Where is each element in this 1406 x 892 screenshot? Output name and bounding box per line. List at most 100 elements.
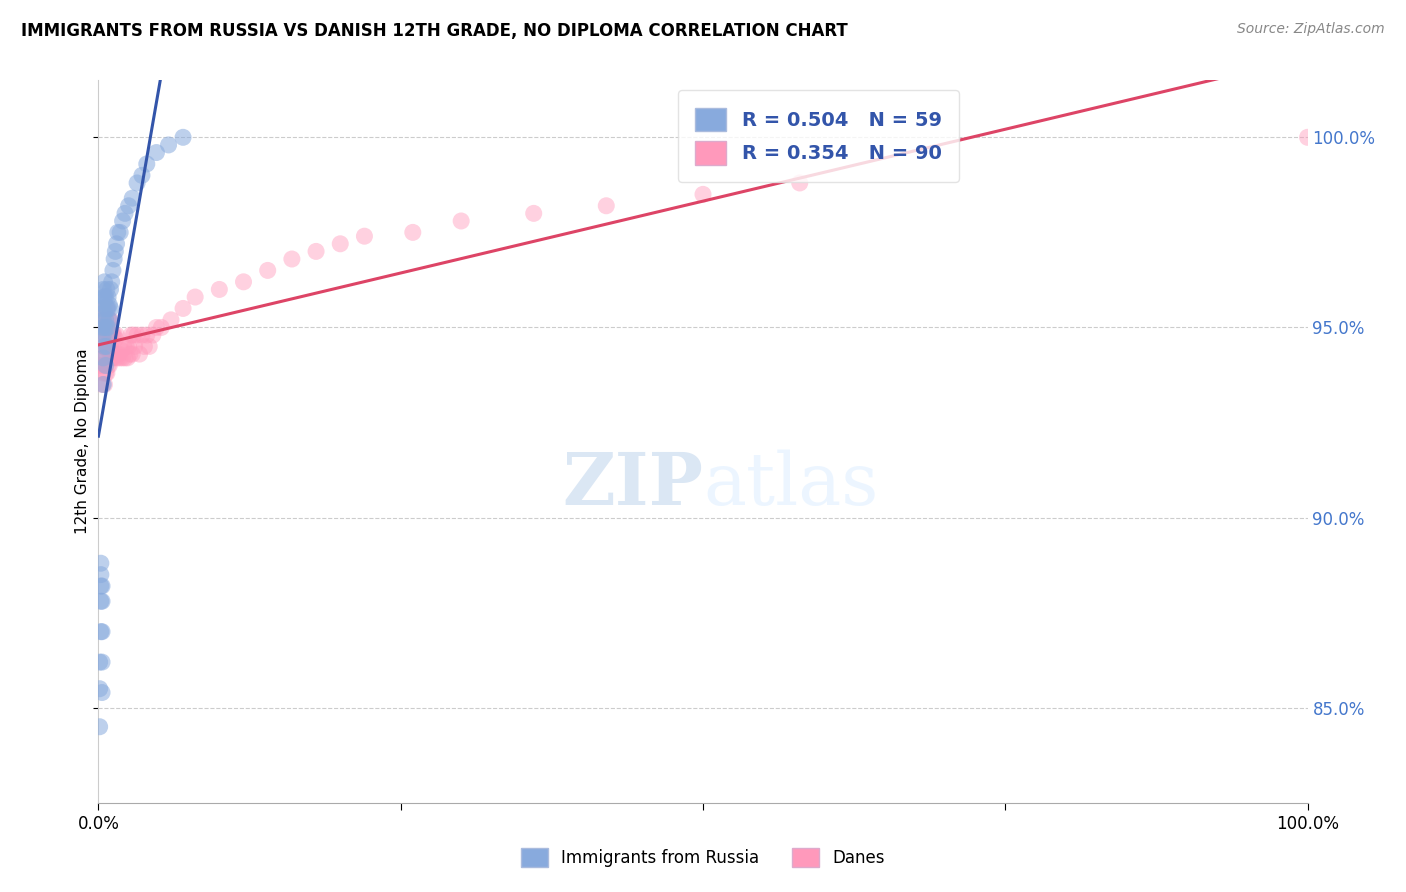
Point [98, 328, 121, 343]
Point [91, 328, 114, 343]
Point [91, 579, 114, 593]
Point [1296, 130, 1319, 145]
Point [90, 556, 112, 570]
Point [127, 328, 149, 343]
Point [172, 130, 194, 145]
Point [256, 263, 278, 277]
Point [91, 594, 114, 608]
Point [97, 343, 120, 358]
Point [114, 351, 136, 365]
Point [91, 624, 114, 639]
Point [91, 655, 114, 669]
Point [90, 313, 112, 327]
Point [94, 359, 117, 373]
Point [110, 343, 132, 358]
Point [692, 187, 714, 202]
Point [93, 320, 115, 334]
Point [145, 145, 167, 160]
Point [124, 339, 146, 353]
Point [121, 347, 143, 361]
Point [112, 339, 135, 353]
Point [523, 206, 546, 220]
Point [103, 252, 125, 266]
Y-axis label: 12th Grade, No Diploma: 12th Grade, No Diploma [75, 349, 90, 534]
Point [100, 275, 122, 289]
Point [134, 339, 156, 353]
Point [135, 328, 157, 343]
Point [94, 351, 117, 365]
Text: atlas: atlas [703, 450, 879, 520]
Point [115, 339, 138, 353]
Point [281, 252, 304, 266]
Point [90, 359, 112, 373]
Point [91, 313, 114, 327]
Point [93, 377, 115, 392]
Point [595, 199, 617, 213]
Point [91, 320, 114, 334]
Point [131, 328, 153, 343]
Point [93, 339, 115, 353]
Point [172, 301, 194, 316]
Point [100, 351, 122, 365]
Point [91, 685, 114, 699]
Point [93, 290, 115, 304]
Point [97, 301, 120, 316]
Text: Source: ZipAtlas.com: Source: ZipAtlas.com [1237, 22, 1385, 37]
Point [98, 313, 121, 327]
Point [127, 176, 149, 190]
Point [160, 313, 183, 327]
Point [100, 313, 122, 327]
Point [184, 290, 207, 304]
Point [97, 359, 120, 373]
Point [208, 282, 231, 296]
Point [91, 377, 114, 392]
Point [117, 351, 139, 365]
Point [353, 229, 375, 244]
Point [91, 351, 114, 365]
Point [97, 290, 120, 304]
Point [93, 305, 115, 319]
Text: ZIP: ZIP [562, 450, 703, 520]
Point [97, 313, 120, 327]
Point [122, 328, 145, 343]
Point [91, 328, 114, 343]
Point [105, 236, 128, 251]
Text: IMMIGRANTS FROM RUSSIA VS DANISH 12TH GRADE, NO DIPLOMA CORRELATION CHART: IMMIGRANTS FROM RUSSIA VS DANISH 12TH GR… [21, 22, 848, 40]
Point [121, 191, 143, 205]
Point [100, 328, 122, 343]
Point [93, 339, 115, 353]
Point [100, 328, 122, 343]
Point [96, 339, 118, 353]
Point [100, 282, 122, 296]
Point [118, 199, 141, 213]
Point [131, 169, 153, 183]
Point [101, 351, 124, 365]
Point [94, 339, 117, 353]
Point [91, 339, 114, 353]
Point [100, 339, 122, 353]
Point [101, 328, 124, 343]
Point [142, 328, 165, 343]
Point [91, 282, 114, 296]
Point [94, 320, 117, 334]
Point [93, 320, 115, 334]
Point [232, 275, 254, 289]
Point [105, 347, 128, 361]
Point [91, 301, 114, 316]
Point [135, 157, 157, 171]
Point [98, 339, 121, 353]
Point [90, 624, 112, 639]
Point [98, 359, 121, 373]
Point [94, 290, 117, 304]
Point [91, 359, 114, 373]
Point [96, 320, 118, 334]
Point [108, 351, 131, 365]
Point [329, 236, 352, 251]
Legend: Immigrants from Russia, Danes: Immigrants from Russia, Danes [515, 841, 891, 874]
Point [91, 366, 114, 380]
Point [89, 720, 111, 734]
Point [91, 290, 114, 304]
Point [90, 579, 112, 593]
Point [96, 301, 118, 316]
Point [96, 351, 118, 365]
